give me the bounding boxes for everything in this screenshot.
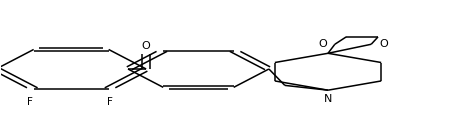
- Text: F: F: [106, 97, 112, 107]
- Text: N: N: [323, 94, 332, 104]
- Text: O: O: [379, 39, 387, 49]
- Text: O: O: [317, 39, 326, 49]
- Text: F: F: [27, 97, 33, 107]
- Text: O: O: [142, 41, 150, 51]
